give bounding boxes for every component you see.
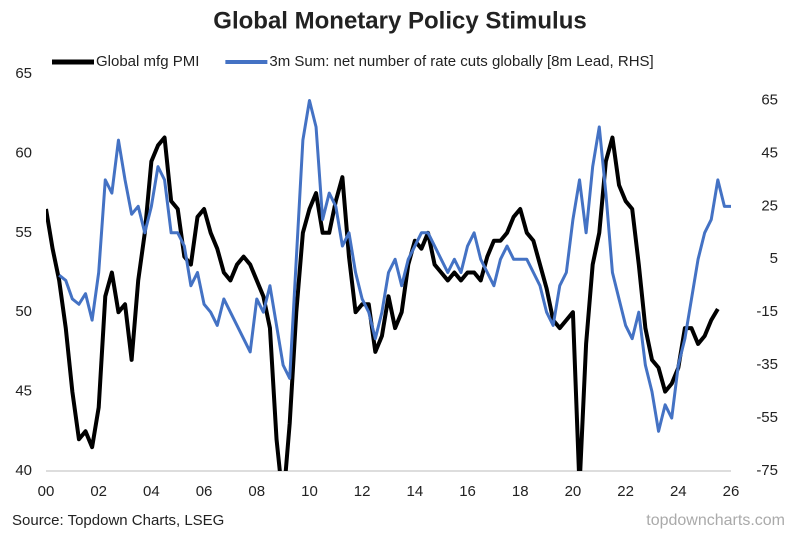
y2-tick-label: -75	[756, 462, 778, 479]
x-tick-label: 14	[407, 483, 424, 500]
x-tick-label: 24	[670, 483, 687, 500]
y-tick-label: 65	[15, 65, 32, 82]
legend-label: Global mfg PMI	[96, 53, 199, 70]
x-tick-label: 12	[354, 483, 371, 500]
y-tick-label: 55	[15, 224, 32, 241]
x-tick-label: 26	[723, 483, 740, 500]
y2-tick-label: -55	[756, 409, 778, 426]
watermark: topdowncharts.com	[646, 512, 785, 529]
y2-tick-label: -15	[756, 303, 778, 320]
y2-tick-label: -35	[756, 356, 778, 373]
chart-title: Global Monetary Policy Stimulus	[213, 7, 586, 34]
y2-tick-label: 65	[761, 91, 778, 108]
x-tick-label: 06	[196, 483, 213, 500]
x-tick-label: 20	[565, 483, 582, 500]
y-tick-label: 60	[15, 144, 32, 161]
y2-tick-label: 5	[770, 250, 778, 267]
y2-tick-label: 45	[761, 144, 778, 161]
x-tick-label: 02	[90, 483, 107, 500]
x-tick-label: 00	[38, 483, 55, 500]
x-tick-label: 22	[617, 483, 634, 500]
x-tick-label: 18	[512, 483, 529, 500]
source: Source: Topdown Charts, LSEG	[12, 512, 224, 529]
x-tick-label: 10	[301, 483, 318, 500]
y-tick-label: 40	[15, 462, 32, 479]
series-line	[58, 98, 731, 433]
y2-tick-label: 25	[761, 197, 778, 214]
y-tick-label: 45	[15, 383, 32, 400]
y-tick-label: 50	[15, 303, 32, 320]
plot-area	[46, 98, 731, 471]
x-tick-label: 04	[143, 483, 160, 500]
x-tick-label: 16	[459, 483, 476, 500]
x-tick-label: 08	[248, 483, 265, 500]
series-line	[46, 135, 720, 471]
legend-label: 3m Sum: net number of rate cuts globally…	[269, 53, 653, 70]
